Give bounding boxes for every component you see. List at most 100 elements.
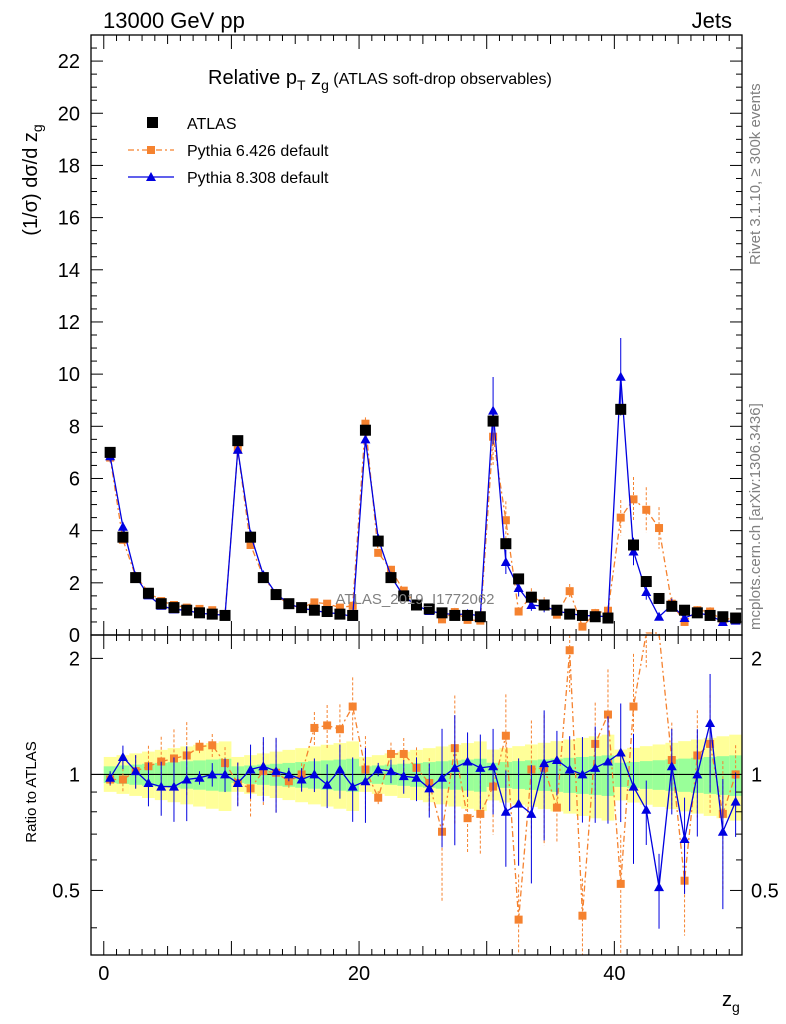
atlas-point-20 [359,424,371,436]
atlas-point-44 [666,600,678,612]
pythia8-point-40 [615,747,626,757]
pythia8-point-41 [628,546,639,556]
watermark: ATLAS_2019_I1772062 [335,591,494,608]
atlas-point-7 [194,607,205,619]
pythia6-series [106,407,740,955]
atlas-point-39 [602,612,614,624]
pythia8-point-5 [168,781,179,791]
atlas-point-6 [181,604,193,616]
atlas-point-25 [423,603,435,615]
band-inner-43 [652,760,666,790]
pythia8-point-3 [143,778,154,788]
pythia6-point-41 [629,495,638,504]
pythia8-point-48 [717,826,728,836]
pythia8-point-17 [322,779,333,789]
pythia8-point-40 [615,371,626,381]
atlas-point-0 [104,446,116,458]
atlas-point-35 [551,604,563,616]
atlas-point-2 [130,572,142,584]
pythia6-point-31 [501,516,510,525]
pythia8-point-45 [679,833,690,843]
atlas-point-29 [474,611,486,623]
pythia6-point-16 [310,723,319,732]
pythia8-point-23 [398,771,409,781]
pythia6-point-32 [514,607,523,616]
ratio-tick-label-right: 2 [751,648,762,670]
pythia8-point-31 [500,806,511,816]
pythia8-point-30 [488,405,499,415]
pythia8-point-35 [551,754,562,764]
pythia8-point-8 [207,769,218,779]
atlas-point-23 [398,590,410,602]
pythia8-point-27 [449,762,460,772]
pythia6-point-40 [616,513,625,522]
pythia8-point-26 [437,772,448,782]
atlas-point-48 [717,611,729,623]
pythia6-point-1 [118,775,127,784]
pythia8-point-39 [602,756,613,766]
pythia8-point-12 [258,761,269,771]
pythia6-point-22 [386,749,395,758]
pythia8-point-38 [590,762,601,772]
pythia6-point-17 [323,599,332,608]
pythia6-point-39 [603,710,612,719]
pythia6-point-42 [642,505,651,514]
pythia8-point-29 [475,762,486,772]
y-tick-label: 10 [58,364,80,386]
atlas-point-42 [640,576,652,588]
legend-py6-marker [147,146,155,154]
pythia8-point-42 [641,586,652,596]
pythia8-point-15 [296,774,307,784]
pythia6-point-7 [195,742,204,751]
atlas-point-28 [462,609,474,621]
atlas-point-12 [257,572,269,584]
pythia8-point-36 [564,764,575,774]
legend-atlas-marker [147,117,158,128]
pythia8-point-14 [283,769,294,779]
pythia6-point-36 [565,587,574,596]
atlas-series [104,403,742,624]
pythia8-point-9 [220,769,231,779]
atlas-point-26 [436,607,448,619]
y-tick-label: 4 [69,521,80,543]
pythia6-point-16 [310,598,319,607]
atlas-point-43 [653,592,665,604]
x-tick-label: 20 [348,963,370,985]
pythia6-point-17 [323,721,332,730]
pythia8-point-6 [181,774,192,784]
pythia6-point-18 [335,725,344,734]
pythia8-point-1 [117,751,128,761]
pythia8-point-21 [373,764,384,774]
legend-py8-marker [146,172,156,181]
ratio-tick-label-right: 0.5 [751,880,779,902]
pythia8-point-32 [513,798,524,808]
atlas-point-16 [308,604,320,616]
atlas-point-3 [142,587,154,599]
pythia8-point-33 [526,808,537,818]
y-axis-label: (1/σ) dσ/d zg [20,124,45,235]
ratio-tick-label-right: 1 [751,764,762,786]
pythia8-point-32 [513,583,524,593]
pythia6-point-29 [476,809,485,818]
atlas-point-4 [155,598,167,610]
y-tick-label: 16 [58,208,80,230]
atlas-point-19 [347,609,359,621]
pythia8-point-4 [156,781,167,791]
header-left: 13000 GeV pp [103,8,245,33]
y-tick-label: 14 [58,260,80,282]
pythia8-point-30 [488,761,499,771]
ratio-tick-label-left: 1 [69,764,80,786]
pythia8-point-28 [462,756,473,766]
pythia8-point-11 [245,764,256,774]
pythia6-point-40 [616,879,625,888]
atlas-point-33 [525,591,537,603]
pythia6-point-19 [348,601,357,610]
pythia8-point-43 [654,611,665,621]
atlas-point-40 [615,403,627,415]
atlas-point-45 [679,604,691,616]
atlas-point-5 [168,602,180,614]
y-tick-label: 6 [69,468,80,490]
y-tick-label: 0 [69,625,80,647]
pythia6-point-18 [335,603,344,612]
